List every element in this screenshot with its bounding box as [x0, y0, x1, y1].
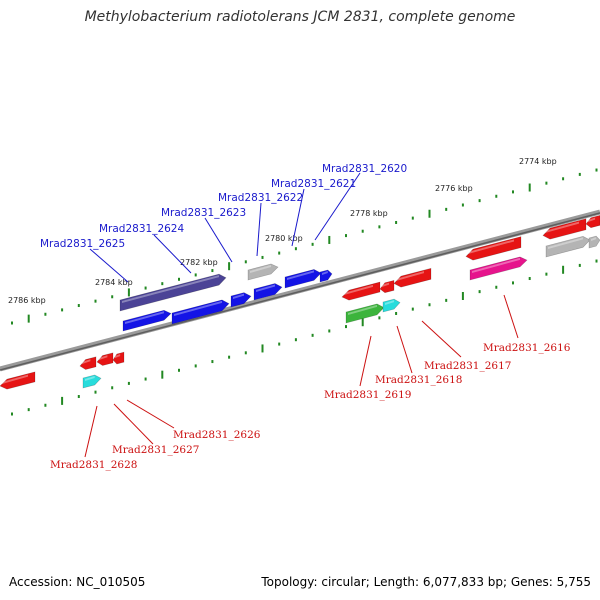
leader-line: [396, 325, 413, 374]
gene-arrow[interactable]: [171, 299, 230, 325]
gene-label[interactable]: Mrad2831_2617: [424, 360, 511, 372]
leader-line: [84, 405, 98, 458]
gene-highlight: [115, 354, 121, 358]
topology-text: Topology: circular; Length: 6,077,833 bp…: [261, 575, 591, 589]
gene-highlight: [125, 311, 164, 324]
gene-arrow[interactable]: [96, 352, 114, 366]
gene-highlight: [348, 304, 377, 315]
gene-arrow[interactable]: [585, 215, 600, 229]
scale-label: 2784 kbp: [95, 278, 133, 287]
gene-arrow[interactable]: [284, 269, 322, 289]
leader-line: [314, 172, 361, 241]
leader-line: [126, 399, 175, 429]
gene-highlight: [545, 221, 579, 233]
gene-highlight: [99, 355, 108, 360]
leader-line: [89, 248, 129, 283]
gene-label[interactable]: Mrad2831_2628: [50, 459, 137, 471]
gene-highlight: [472, 257, 520, 273]
gene-arrow[interactable]: [0, 371, 36, 390]
gene-arrow[interactable]: [588, 235, 600, 249]
gene-label[interactable]: Mrad2831_2622: [218, 192, 303, 204]
gene-highlight: [122, 275, 219, 303]
gene-arrow[interactable]: [345, 303, 385, 324]
gene-arrow[interactable]: [119, 273, 227, 312]
gene-label[interactable]: Mrad2831_2618: [375, 374, 462, 386]
gene-arrow[interactable]: [393, 267, 432, 288]
scale-label: 2776 kbp: [435, 184, 473, 193]
gene-highlight: [82, 359, 91, 364]
gene-highlight: [385, 300, 395, 305]
gene-label[interactable]: Mrad2831_2627: [112, 444, 199, 456]
gene-track: [0, 215, 600, 390]
leader-line: [359, 335, 372, 387]
leader-line: [421, 320, 462, 358]
genome-backbone-edge: [0, 212, 600, 371]
gene-highlight: [250, 264, 271, 273]
gene-highlight: [322, 270, 328, 275]
gene-arrow[interactable]: [122, 309, 172, 332]
gene-arrow[interactable]: [542, 218, 587, 240]
accession-text: Accession: NC_010505: [9, 575, 146, 589]
gene-label[interactable]: Mrad2831_2616: [483, 342, 571, 354]
gene-label[interactable]: Mrad2831_2619: [324, 389, 411, 401]
genome-backbone: [0, 209, 600, 372]
gene-highlight: [85, 375, 95, 381]
gene-highlight: [588, 217, 596, 222]
gene-label[interactable]: Mrad2831_2624: [99, 223, 184, 235]
gene-label[interactable]: Mrad2831_2626: [173, 429, 261, 441]
gene-arrow[interactable]: [79, 356, 97, 370]
gene-arrow[interactable]: [469, 256, 528, 281]
leader-line: [153, 234, 192, 274]
scale-label: 2778 kbp: [350, 209, 388, 218]
gene-label[interactable]: Mrad2831_2625: [40, 238, 125, 250]
gene-arrow[interactable]: [545, 235, 591, 258]
gene-highlight: [287, 270, 314, 280]
gene-arrow[interactable]: [382, 298, 401, 313]
leader-line: [113, 403, 154, 445]
gene-arrow[interactable]: [112, 351, 125, 365]
gene-highlight: [344, 284, 373, 295]
upper-tick-track: [11, 168, 598, 325]
leader-line: [204, 217, 233, 263]
gene-highlight: [468, 239, 514, 254]
gene-highlight: [256, 284, 275, 292]
gene-highlight: [233, 293, 244, 299]
leader-lines: [84, 172, 519, 458]
gene-arrow[interactable]: [253, 283, 283, 301]
gene-highlight: [174, 300, 222, 316]
gene-arrow[interactable]: [247, 263, 279, 281]
gene-label[interactable]: Mrad2831_2623: [161, 207, 246, 219]
gene-arrow[interactable]: [341, 281, 381, 301]
leader-line: [291, 188, 305, 247]
scale-label: 2782 kbp: [180, 258, 218, 267]
gene-highlight: [396, 271, 424, 281]
scale-label: 2780 kbp: [265, 234, 303, 243]
gene-arrow[interactable]: [465, 236, 522, 261]
scale-labels: 2774 kbp 2776 kbp 2778 kbp 2780 kbp 2782 kbp…: [8, 157, 557, 305]
map-title: Methylobacterium radiotolerans JCM 2831,…: [84, 9, 516, 25]
scale-label: 2774 kbp: [519, 157, 557, 166]
leader-line: [503, 294, 519, 339]
lower-tick-track: [11, 259, 598, 416]
gene-arrow[interactable]: [230, 292, 252, 308]
gene-highlight: [591, 237, 597, 241]
gene-arrow[interactable]: [82, 374, 102, 389]
leader-line: [256, 202, 262, 257]
scale-label: 2786 kbp: [8, 296, 46, 305]
gene-label[interactable]: Mrad2831_2620: [322, 163, 407, 175]
gene-label[interactable]: Mrad2831_2621: [271, 178, 356, 190]
gene-highlight: [382, 282, 390, 287]
gene-highlight: [548, 237, 583, 249]
gene-highlight: [2, 374, 28, 384]
gene-arrow[interactable]: [319, 269, 333, 283]
gene-labels: Mrad2831_2620 Mrad2831_2621 Mrad2831_2622 M…: [40, 163, 571, 471]
gene-arrow[interactable]: [379, 279, 395, 294]
